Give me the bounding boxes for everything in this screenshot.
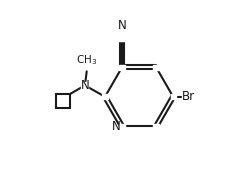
Bar	[102, 94, 108, 99]
Bar	[119, 124, 125, 129]
Bar	[81, 82, 89, 89]
Bar	[154, 124, 159, 129]
Bar	[170, 94, 176, 99]
Text: CH$_3$: CH$_3$	[76, 53, 97, 67]
Text: N: N	[112, 120, 120, 133]
Text: Br: Br	[182, 90, 195, 103]
Text: N: N	[81, 79, 89, 92]
Bar	[154, 65, 159, 70]
Bar	[119, 65, 125, 70]
Text: N: N	[118, 19, 126, 32]
